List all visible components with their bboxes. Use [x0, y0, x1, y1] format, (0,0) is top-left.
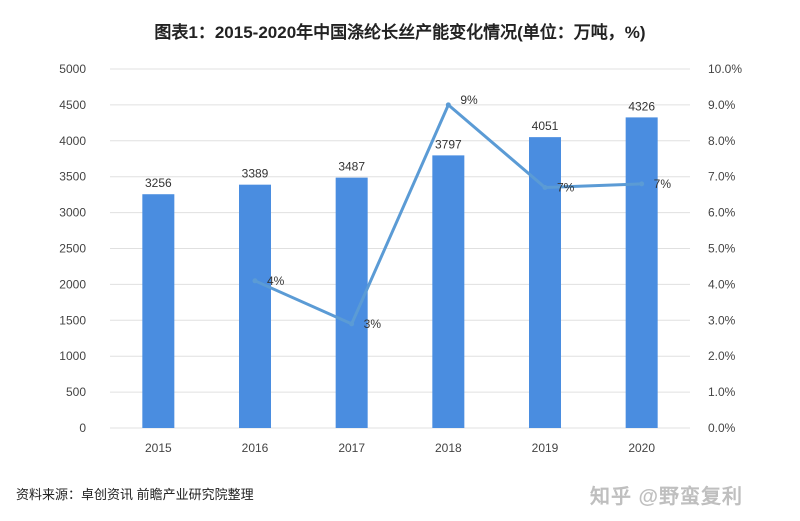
x-tick-label: 2017 [338, 441, 365, 455]
y-tick-label: 5000 [59, 62, 86, 76]
y2-tick-label: 9.0% [708, 98, 736, 112]
y2-tick-label: 5.0% [708, 242, 736, 256]
bar-value-label: 3389 [242, 167, 269, 181]
bar-value-label: 3487 [338, 160, 365, 174]
line-value-label: 9% [460, 93, 478, 107]
x-tick-label: 2018 [435, 441, 462, 455]
line-point [252, 278, 258, 284]
y-tick-label: 3000 [59, 206, 86, 220]
source-note: 资料来源：卓创资讯 前瞻产业研究院整理 [16, 487, 254, 502]
x-tick-label: 2016 [242, 441, 269, 455]
line-value-label: 7% [557, 180, 575, 194]
y2-tick-label: 7.0% [708, 170, 736, 184]
line-value-label: 3% [364, 317, 382, 331]
chart-title: 图表1：2015-2020年中国涤纶长丝产能变化情况(单位：万吨，%) [154, 23, 646, 42]
watermark: 知乎 @野蛮复利 [590, 486, 744, 508]
bar [432, 155, 465, 428]
x-tick-label: 2015 [145, 441, 172, 455]
y2-tick-label: 2.0% [708, 349, 736, 363]
y-tick-label: 1500 [59, 313, 86, 327]
y-tick-label: 2000 [59, 277, 86, 291]
bar [625, 117, 658, 429]
y2-tick-label: 8.0% [708, 134, 736, 148]
line-point [349, 321, 355, 327]
line-value-label: 4% [267, 274, 285, 288]
y-tick-label: 3500 [59, 170, 86, 184]
y2-tick-label: 6.0% [708, 206, 736, 220]
y2-tick-label: 0.0% [708, 421, 736, 435]
bar-value-label: 4326 [628, 99, 655, 113]
line-point [445, 102, 451, 108]
x-tick-label: 2019 [532, 441, 559, 455]
bar [239, 184, 271, 428]
bar-value-label: 3797 [435, 137, 462, 151]
line-value-label: 7% [654, 177, 672, 191]
bar [142, 194, 175, 428]
y-tick-label: 2500 [59, 242, 86, 256]
bar [335, 177, 368, 428]
bar-value-label: 4051 [532, 119, 559, 133]
y2-tick-label: 1.0% [708, 385, 736, 399]
y-tick-label: 0 [79, 421, 86, 435]
y-tick-label: 4500 [59, 98, 86, 112]
bar-value-label: 3256 [145, 176, 172, 190]
y-tick-label: 1000 [59, 349, 86, 363]
y2-tick-label: 10.0% [708, 62, 742, 76]
y-tick-label: 500 [66, 385, 86, 399]
y2-tick-label: 4.0% [708, 277, 736, 291]
y-tick-label: 4000 [59, 134, 86, 148]
y2-tick-label: 3.0% [708, 313, 736, 327]
line-point [639, 181, 645, 187]
x-tick-label: 2020 [628, 441, 655, 455]
line-point [542, 184, 548, 190]
